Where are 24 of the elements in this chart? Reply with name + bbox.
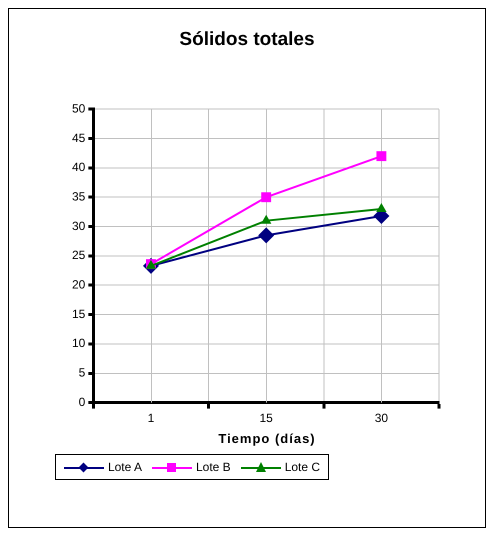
point (261, 192, 272, 202)
x-tick-label: 1 (148, 411, 155, 426)
legend-label: Lote B (194, 460, 231, 474)
point (260, 214, 272, 224)
y-tick-label: 40 (72, 160, 86, 174)
y-tick-label: 50 (72, 102, 86, 116)
point (376, 202, 387, 212)
y-tick-label: 5 (78, 366, 86, 380)
y-tick-label: 15 (72, 306, 86, 321)
legend-label: Lote C (284, 460, 320, 474)
y-tick-label: 10 (72, 336, 86, 350)
y-tick-label: 25 (72, 248, 86, 262)
y-tick-label: 30 (72, 218, 86, 233)
y-tick-label: 20 (72, 278, 86, 292)
legend-label: Lote A (106, 460, 142, 474)
y-tick-label: 0 (78, 394, 86, 409)
x-tick-label: 15 (259, 411, 274, 426)
y-tick-label: 45 (72, 130, 86, 145)
point (258, 227, 274, 244)
x-tick-label: 30 (374, 411, 388, 426)
point (376, 151, 386, 162)
y-tick-label: 35 (72, 190, 86, 204)
x-axis-title: Tiempo (días) (217, 431, 317, 446)
chart-title: Sólidos totales (178, 28, 316, 52)
